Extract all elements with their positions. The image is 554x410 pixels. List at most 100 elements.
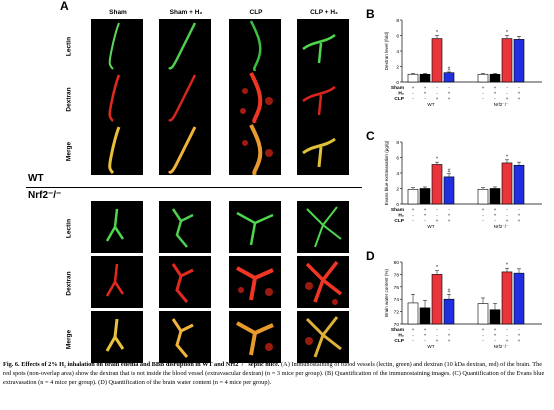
column-header-clp-h2: CLP + H₂ — [310, 9, 338, 16]
significance-marker: * — [506, 263, 508, 269]
condition-sign: + — [518, 334, 521, 339]
condition-sign: + — [412, 328, 415, 333]
bar — [513, 272, 525, 325]
condition-sign: + — [518, 214, 521, 219]
condition-sign: - — [482, 334, 484, 339]
condition-sign: - — [448, 86, 450, 91]
panel-a-label: A — [60, 0, 69, 13]
condition-sign: + — [448, 219, 451, 224]
column-header-sham-h2: Sham + H₂ — [169, 9, 203, 16]
bar — [407, 188, 419, 205]
condition-sign: + — [436, 339, 439, 344]
condition-sign: + — [424, 214, 427, 219]
condition-sign: + — [448, 97, 451, 102]
condition-sign: - — [518, 328, 520, 333]
significance-marker: * — [436, 157, 438, 163]
condition-sign: + — [424, 208, 427, 213]
micrograph-wt-merge-sham — [91, 123, 143, 175]
condition-sign: + — [482, 208, 485, 213]
condition-sign: - — [482, 92, 484, 97]
condition-sign: + — [436, 219, 439, 224]
condition-sign: + — [518, 339, 521, 344]
group-label-wt: WT — [28, 173, 44, 184]
micrograph-wt-dextran-clp — [229, 71, 281, 123]
row-label-lectin-wt: Lectin — [65, 36, 73, 57]
micrograph-nrf2-dextran-clp — [229, 256, 281, 308]
condition-sign: - — [482, 214, 484, 219]
significance-marker: * — [506, 30, 508, 36]
micrograph-wt-merge-clp — [229, 123, 281, 175]
bar — [489, 188, 501, 205]
significance-marker: # — [448, 168, 451, 174]
y-tick-label: 78 — [394, 272, 400, 278]
condition-sign: + — [518, 92, 521, 97]
caption-body: (A) Immunostaining of blood vessels (lec… — [3, 361, 545, 386]
panel-c-label: C — [366, 129, 375, 143]
group-label-nrf2: Nrf2⁻/⁻ — [28, 190, 62, 201]
bar — [431, 274, 443, 325]
condition-sign: - — [518, 86, 520, 91]
panel-d-label: D — [366, 249, 375, 263]
significance-marker: * — [436, 30, 438, 36]
condition-row-label: H₂ — [398, 91, 404, 97]
condition-sign: + — [494, 328, 497, 333]
y-tick-label: 74 — [394, 297, 400, 303]
micrograph-nrf2-lectin-clp-h2 — [297, 201, 349, 253]
condition-sign: - — [448, 328, 450, 333]
condition-sign: - — [424, 97, 426, 102]
micrograph-nrf2-dextran-sham-h2 — [159, 256, 211, 308]
condition-sign: - — [424, 339, 426, 344]
row-label-dextran-nrf2: Dextran — [65, 271, 73, 296]
chart-panel-b: B 0 2 4 6 8 Dextran level (fold) + - - + + - * - - + # - + +… — [360, 0, 554, 120]
micrograph-nrf2-merge-sham — [91, 311, 143, 363]
condition-sign: + — [518, 219, 521, 224]
caption-lead: Fig. 6. Effects of 2% H₂ inhalation on b… — [3, 361, 280, 368]
micrograph-nrf2-dextran-clp-h2 — [297, 256, 349, 308]
condition-sign: - — [494, 339, 496, 344]
y-tick-label: 76 — [394, 285, 400, 291]
bar — [431, 38, 443, 83]
condition-sign: + — [482, 328, 485, 333]
bar — [431, 164, 443, 205]
group-label: Nrf2⁻/⁻ — [494, 344, 509, 349]
condition-sign: - — [436, 328, 438, 333]
chart-panel-d: D 70 72 74 76 78 80 Brain water content (%) + - - +… — [360, 242, 554, 360]
y-axis-label: Dextran level (fold) — [384, 31, 389, 70]
condition-sign: - — [412, 97, 414, 102]
condition-sign: - — [482, 97, 484, 102]
bar — [477, 73, 489, 83]
condition-sign: + — [506, 97, 509, 102]
group-label: WT — [427, 102, 434, 107]
condition-row-label: CLP — [394, 218, 404, 224]
y-tick-label: 4 — [396, 171, 399, 177]
bar — [501, 38, 513, 83]
micrograph-wt-merge-sham-h2 — [159, 123, 211, 175]
bar — [443, 176, 455, 205]
micrograph-wt-lectin-sham — [91, 19, 143, 71]
condition-sign: + — [448, 214, 451, 219]
condition-sign: + — [448, 334, 451, 339]
condition-sign: + — [506, 219, 509, 224]
row-label-dextran-wt: Dextran — [65, 87, 73, 112]
y-tick-label: 4 — [396, 49, 399, 55]
micrograph-wt-dextran-sham — [91, 71, 143, 123]
bar — [407, 302, 419, 325]
micrograph-wt-lectin-sham-h2 — [159, 19, 211, 71]
row-label-merge-nrf2: Merge — [65, 329, 73, 350]
condition-sign: + — [448, 339, 451, 344]
bar — [419, 307, 431, 325]
condition-sign: + — [412, 86, 415, 91]
column-header-clp: CLP — [249, 9, 263, 16]
condition-sign: - — [506, 328, 508, 333]
group-label: WT — [427, 344, 434, 349]
y-tick-label: 80 — [394, 260, 400, 266]
condition-sign: - — [436, 92, 438, 97]
y-axis-label: Evans blue extravasation (μg/g) — [384, 140, 389, 205]
chart-panel-c: C 0 2 4 6 8 Evans blue extravasation (μg/g) + - -… — [360, 120, 554, 242]
condition-sign: - — [424, 219, 426, 224]
micrograph-nrf2-lectin-sham-h2 — [159, 201, 211, 253]
micrograph-nrf2-merge-sham-h2 — [159, 311, 211, 363]
bar — [419, 188, 431, 205]
condition-sign: + — [494, 86, 497, 91]
condition-sign: - — [436, 214, 438, 219]
